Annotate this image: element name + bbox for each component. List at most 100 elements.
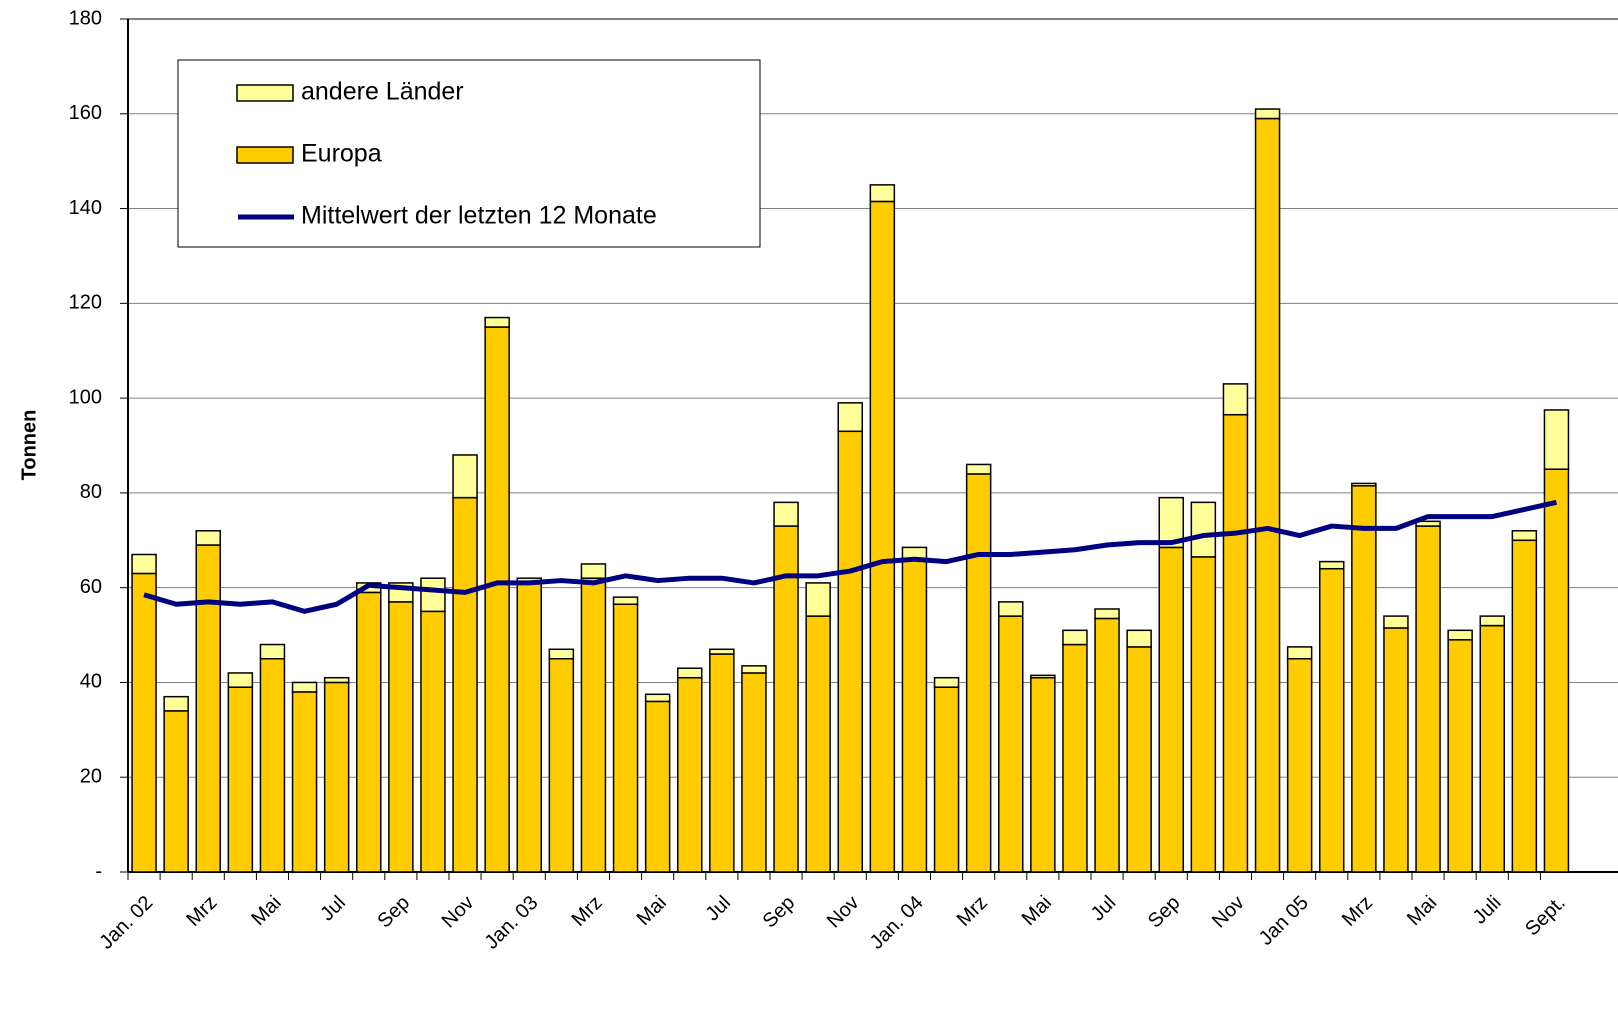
line xyxy=(143,499,1557,614)
bar-segment xyxy=(1062,643,1088,873)
bar-segment xyxy=(1222,413,1249,873)
x-tick-label: Sep xyxy=(373,892,414,933)
bar-segment xyxy=(677,676,703,873)
bar-segment xyxy=(1383,627,1409,873)
bar-segment xyxy=(677,667,703,679)
bar-segment xyxy=(709,648,735,655)
bar-segment xyxy=(1190,501,1217,558)
legend-label: andere Länder xyxy=(301,78,464,106)
bar-segment xyxy=(548,658,575,873)
bar-segment xyxy=(741,672,767,873)
bar-segment xyxy=(1254,117,1281,873)
bar-segment xyxy=(131,553,157,575)
x-tick-label: Jan. 04 xyxy=(866,892,928,954)
y-tick-label: 80 xyxy=(80,481,102,503)
bar-segment xyxy=(741,665,767,674)
x-tick-label: Mrz xyxy=(568,892,607,931)
bar-segment xyxy=(773,501,799,527)
x-tick-label: Nov xyxy=(438,892,479,933)
bar-segment xyxy=(612,603,639,873)
y-tick-label: 180 xyxy=(69,7,102,29)
x-tick-label: Mrz xyxy=(1338,892,1377,931)
bar-segment xyxy=(1062,629,1088,646)
x-tick-label: Nov xyxy=(1208,892,1249,933)
bar-segment xyxy=(227,672,254,688)
bar-segment xyxy=(291,691,318,873)
bar-segment xyxy=(644,693,671,703)
bar-segment xyxy=(484,326,510,873)
bar-segment xyxy=(1415,520,1441,527)
x-tick-label: Sep xyxy=(759,892,800,933)
y-axis-label: Tonnen xyxy=(18,410,40,481)
bar-segment xyxy=(612,596,639,606)
bar-segment xyxy=(1286,646,1313,660)
y-tick-label: 120 xyxy=(69,292,102,314)
bar-segment xyxy=(1254,108,1281,120)
bar-segment xyxy=(869,200,896,873)
bar-segment xyxy=(356,591,382,873)
bar-segment xyxy=(644,700,671,873)
bar-segment xyxy=(131,572,157,873)
bar-segment xyxy=(516,582,542,873)
bar-segment xyxy=(1511,539,1538,873)
bar-segment xyxy=(933,686,960,873)
bar-segment xyxy=(452,496,478,873)
bar-segment xyxy=(1319,560,1345,570)
bar-segment xyxy=(1222,383,1249,416)
bar-segment xyxy=(259,643,286,660)
bar-segment xyxy=(1383,615,1409,629)
bar-segment xyxy=(1126,629,1152,648)
bar-segment xyxy=(998,615,1024,873)
y-tick-label: 40 xyxy=(80,671,102,693)
bar-segment xyxy=(1158,546,1184,873)
bar-segment xyxy=(1351,482,1377,487)
x-tick-label: Mai xyxy=(1403,892,1441,930)
bar-segment xyxy=(1447,639,1473,873)
bar-segment xyxy=(1190,556,1217,873)
legend-swatch xyxy=(236,146,294,164)
x-tick-label: Jan 05 xyxy=(1255,892,1313,950)
x-tick-label: Mai xyxy=(1018,892,1056,930)
x-tick-label: Mrz xyxy=(182,892,221,931)
bar-segment xyxy=(195,530,221,546)
bar-segment xyxy=(291,681,318,693)
bar-segment xyxy=(388,601,414,873)
bar-segment xyxy=(580,577,607,873)
bar-segment xyxy=(709,653,735,873)
bar-segment xyxy=(227,686,254,873)
x-tick-label: Juli xyxy=(1469,892,1506,929)
y-tick-label: - xyxy=(95,860,102,882)
bar-segment xyxy=(933,676,960,688)
x-tick-label: Jan. 03 xyxy=(481,892,543,954)
bar-segment xyxy=(1030,676,1056,873)
x-tick-label: Nov xyxy=(823,892,864,933)
bar-segment xyxy=(259,658,286,873)
bar-segment xyxy=(773,525,799,873)
x-tick-label: Mai xyxy=(633,892,671,930)
bar-segment xyxy=(1319,567,1345,873)
y-tick-label: 20 xyxy=(80,766,102,788)
bar-segment xyxy=(163,695,189,712)
bar-segment xyxy=(869,184,896,203)
legend-label: Europa xyxy=(301,140,382,168)
bar-segment xyxy=(580,563,607,579)
bar-segment xyxy=(1511,530,1538,542)
bar-segment xyxy=(452,454,478,499)
bar-segment xyxy=(1286,658,1313,873)
y-tick-label: 140 xyxy=(69,197,102,219)
x-tick-label: Jul xyxy=(1087,892,1121,926)
bar-segment xyxy=(548,648,575,660)
y-tick-label: 100 xyxy=(69,386,102,408)
x-tick-label: Mrz xyxy=(953,892,992,931)
bar-segment xyxy=(195,544,221,873)
bar-segment xyxy=(1351,485,1377,873)
bar-segment xyxy=(484,316,510,328)
x-tick-label: Sept. xyxy=(1521,892,1570,941)
bar-segment xyxy=(1479,624,1505,873)
bar-segment xyxy=(1030,674,1056,679)
bar-segment xyxy=(420,610,446,873)
bar-segment xyxy=(1543,409,1570,470)
y-tick-label: 60 xyxy=(80,576,102,598)
bar-segment xyxy=(1447,629,1473,641)
